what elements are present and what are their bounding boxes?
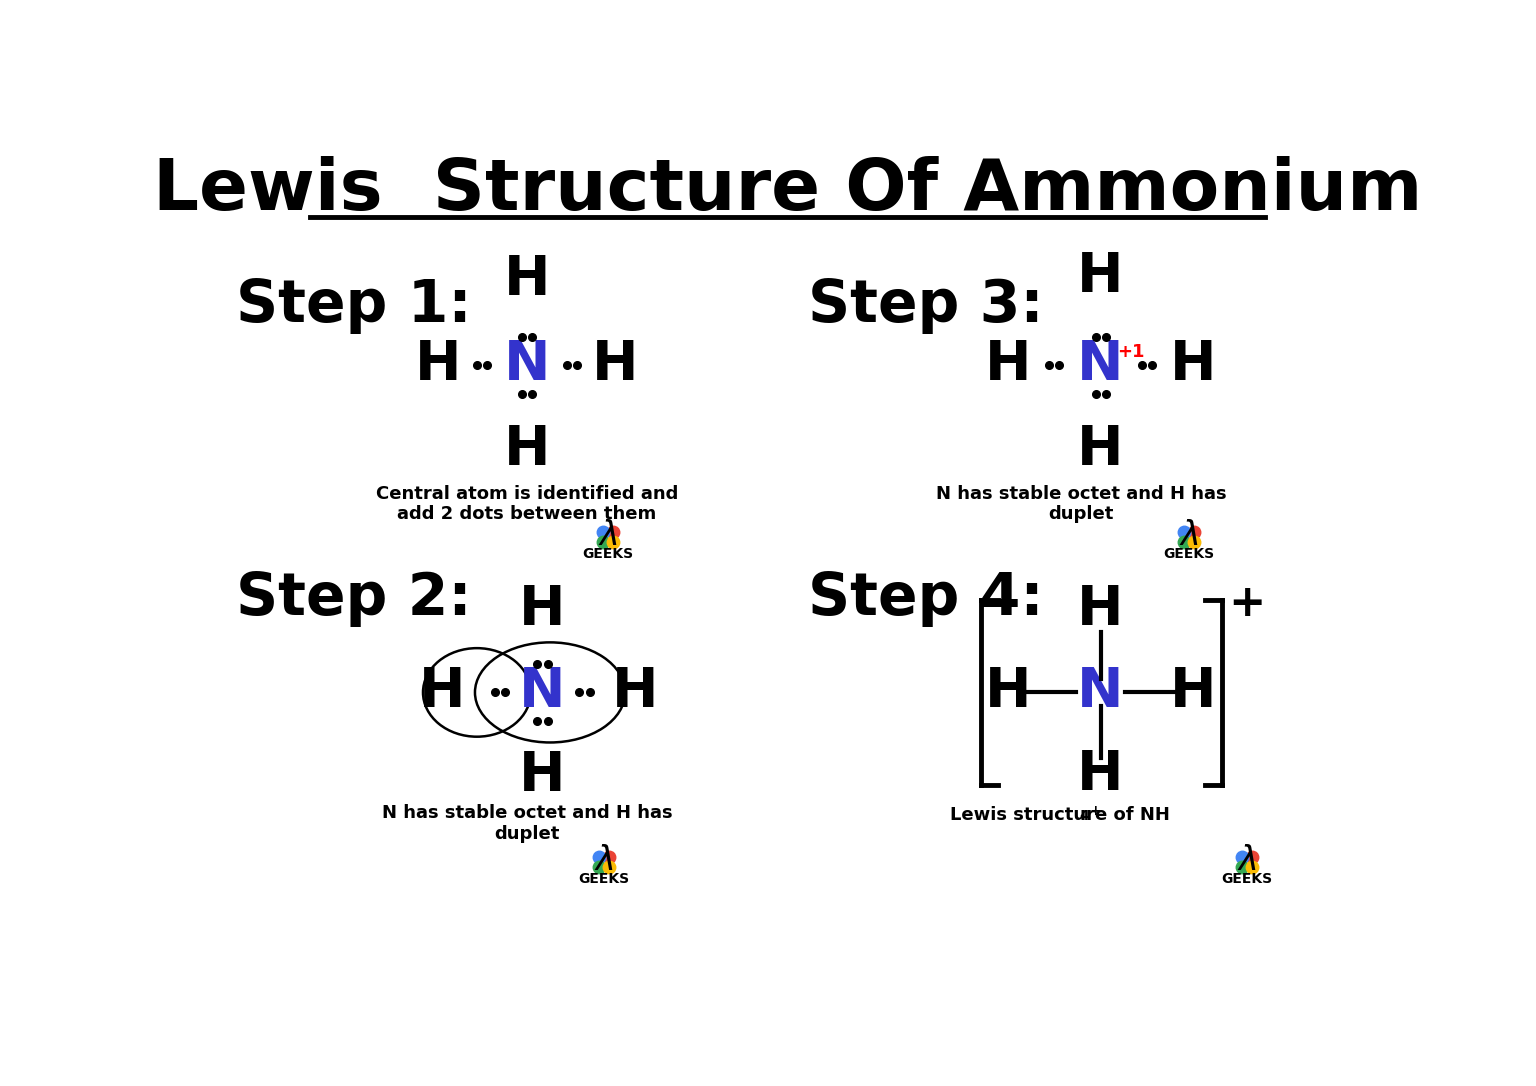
- Text: Step 2:: Step 2:: [237, 570, 472, 627]
- Text: 4: 4: [1080, 809, 1089, 823]
- Text: N: N: [1077, 666, 1124, 719]
- Text: $\lambda$: $\lambda$: [594, 844, 614, 876]
- Text: H: H: [1077, 250, 1124, 304]
- Text: H: H: [593, 338, 639, 392]
- Text: H: H: [611, 666, 657, 719]
- Text: N: N: [1077, 338, 1124, 392]
- Text: H: H: [985, 666, 1032, 719]
- Text: +: +: [1089, 804, 1101, 818]
- Text: H: H: [1077, 748, 1124, 801]
- Text: GEEKS: GEEKS: [1221, 872, 1272, 886]
- Text: H: H: [1170, 338, 1217, 392]
- Text: H: H: [519, 583, 565, 637]
- Text: H: H: [504, 422, 550, 477]
- Text: Central atom is identified and
add 2 dots between them: Central atom is identified and add 2 dot…: [376, 484, 677, 523]
- Text: H: H: [985, 338, 1032, 392]
- Text: +1: +1: [1118, 343, 1144, 361]
- Text: Lewis structure of NH: Lewis structure of NH: [951, 806, 1170, 823]
- Text: H: H: [1077, 422, 1124, 477]
- Text: H: H: [419, 666, 465, 719]
- Text: Step 1:: Step 1:: [237, 277, 472, 334]
- Text: Step 3:: Step 3:: [808, 277, 1043, 334]
- Text: N has stable octet and H has
duplet: N has stable octet and H has duplet: [381, 804, 673, 843]
- Text: H: H: [519, 748, 565, 803]
- Text: H: H: [415, 338, 462, 392]
- Text: H: H: [504, 253, 550, 307]
- Text: H: H: [1077, 583, 1124, 637]
- Text: GEEKS: GEEKS: [582, 547, 633, 560]
- Text: $\lambda$: $\lambda$: [1180, 519, 1200, 552]
- Text: $\lambda$: $\lambda$: [1236, 844, 1256, 876]
- Text: +: +: [1229, 582, 1266, 626]
- Text: GEEKS: GEEKS: [1164, 547, 1215, 560]
- Text: N: N: [519, 666, 565, 719]
- Text: N has stable octet and H has
duplet: N has stable octet and H has duplet: [935, 484, 1227, 523]
- Text: $\lambda$: $\lambda$: [598, 519, 617, 552]
- Text: N: N: [504, 338, 550, 392]
- Text: GEEKS: GEEKS: [579, 872, 630, 886]
- Text: H: H: [1170, 666, 1217, 719]
- Text: Step 4:: Step 4:: [808, 570, 1043, 627]
- Text: Lewis  Structure Of Ammonium: Lewis Structure Of Ammonium: [152, 156, 1422, 225]
